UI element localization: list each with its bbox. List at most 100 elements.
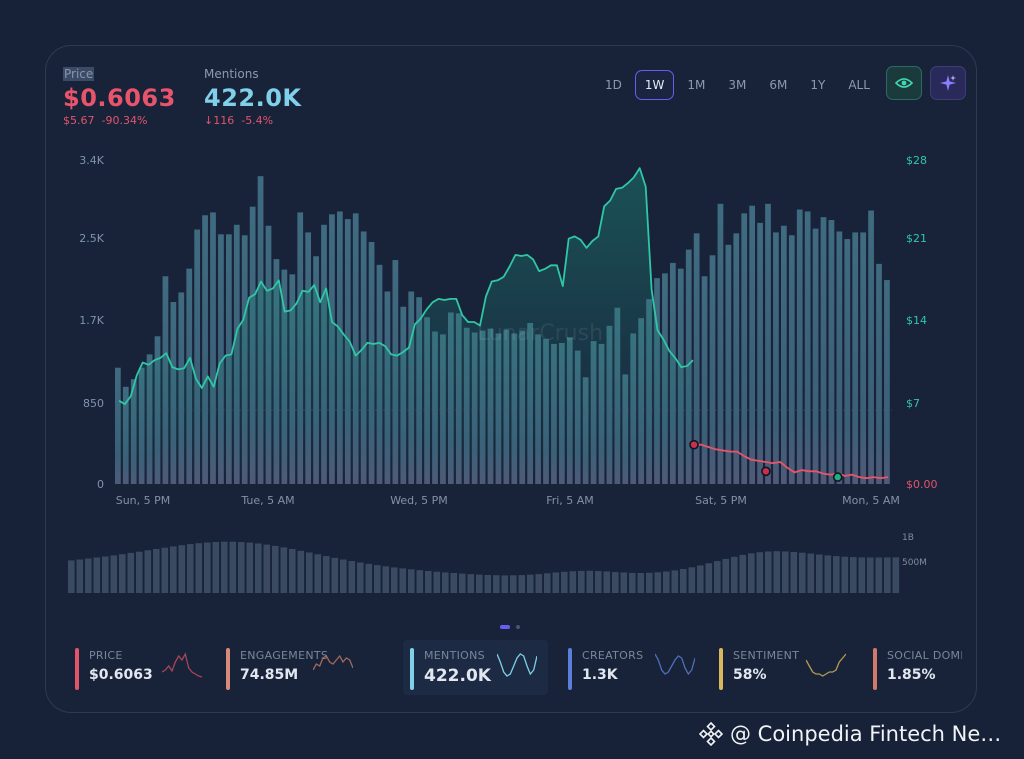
volume-bar — [297, 550, 305, 593]
volume-axis-tick: 500M — [902, 558, 927, 568]
range-1y-button[interactable]: 1Y — [810, 78, 826, 92]
metric-label: ENGAGEMENTS — [240, 649, 329, 662]
metric-cards: PRICE $0.6063 ENGAGEMENTS 74.85M MENTIONS 422… — [68, 640, 962, 695]
pagination-dots[interactable] — [500, 625, 526, 629]
volume-bar — [654, 572, 662, 593]
time-range-selector: 1D 1W 1M 3M 6M 1Y ALL — [595, 70, 883, 100]
x-axis-tick: Mon, 5 AM — [842, 494, 900, 507]
volume-bar — [433, 571, 441, 593]
volume-bar — [408, 569, 415, 593]
metric-sparkline — [313, 654, 353, 671]
volume-bar — [884, 557, 891, 593]
volume-bar — [765, 551, 772, 593]
volume-bar — [790, 552, 798, 593]
mention-bar — [796, 209, 803, 485]
volume-bar — [841, 556, 849, 593]
volume-bar — [399, 568, 407, 593]
volume-bar — [102, 556, 109, 593]
mention-bar — [115, 367, 121, 484]
volume-bar — [501, 575, 509, 593]
range-6m-button[interactable]: 6M — [769, 78, 788, 92]
metric-label: CREATORS — [582, 649, 644, 662]
event-marker-red[interactable] — [761, 466, 771, 477]
volume-bar — [731, 556, 738, 593]
volume-bar — [612, 572, 619, 593]
range-1m-button[interactable]: 1M — [687, 78, 706, 92]
price-line-red — [694, 443, 889, 480]
mention-bar — [804, 211, 811, 484]
volume-bar — [595, 571, 602, 593]
metric-color-bar — [410, 648, 414, 690]
volume-bar — [357, 562, 364, 593]
x-axis-tick: Sat, 5 PM — [695, 494, 747, 507]
metric-card-engagements[interactable]: ENGAGEMENTS 74.85M — [219, 640, 399, 695]
metric-card-price[interactable]: PRICE $0.6063 — [68, 640, 218, 695]
volume-bar — [544, 573, 551, 593]
metric-card-mentions[interactable]: MENTIONS 422.0K — [403, 640, 548, 695]
range-1d-button[interactable]: 1D — [605, 78, 622, 92]
watermark: LunarCrush — [477, 321, 603, 346]
volume-bar — [323, 556, 330, 593]
metric-label: PRICE — [89, 649, 123, 662]
mention-bar — [868, 210, 874, 484]
volume-bar — [314, 554, 322, 593]
volume-bar — [620, 572, 628, 593]
price-value: $0.6063 — [63, 84, 176, 112]
volume-bar — [629, 572, 636, 593]
metric-card-sentiment[interactable]: SENTIMENT 58% — [712, 640, 862, 695]
volume-axis-tick: 1B — [902, 533, 914, 543]
metric-value: $0.6063 — [89, 667, 153, 683]
volume-bar — [348, 561, 356, 593]
metric-label: MENTIONS — [424, 649, 485, 662]
volume-bar — [637, 573, 645, 593]
volume-bar — [773, 551, 781, 593]
x-axis-tick: Tue, 5 AM — [240, 494, 294, 507]
metric-card-creators[interactable]: CREATORS 1.3K — [561, 640, 711, 695]
event-marker-red[interactable] — [689, 439, 699, 450]
metric-value: 74.85M — [240, 667, 299, 683]
volume-bar — [416, 570, 424, 593]
range-all-button[interactable]: ALL — [848, 78, 870, 92]
volume-bar — [680, 569, 687, 593]
volume-bar — [195, 543, 203, 593]
volume-bar — [306, 552, 313, 593]
volume-bar — [807, 553, 815, 593]
right-axis-tick: $21 — [906, 232, 927, 245]
volume-bar — [493, 575, 500, 593]
metric-color-bar — [873, 648, 877, 690]
metric-color-bar — [75, 648, 79, 690]
mentions-label: Mentions — [204, 67, 259, 81]
volume-bar — [467, 574, 475, 593]
line-area — [119, 168, 693, 484]
mention-bar — [828, 220, 835, 485]
volume-bar — [858, 557, 866, 593]
left-axis-tick: 850 — [83, 397, 104, 410]
metric-label: SENTIMENT — [733, 649, 800, 662]
range-3m-button[interactable]: 3M — [728, 78, 747, 92]
metric-card-social-dominance[interactable]: SOCIAL DOMINANCE 1.85% — [866, 640, 962, 695]
volume-bar — [272, 545, 279, 593]
x-axis-tick: Wed, 5 PM — [390, 494, 448, 507]
volume-bar — [382, 566, 390, 593]
event-marker-green[interactable] — [832, 472, 843, 482]
volume-bar — [391, 567, 398, 593]
volume-bar — [569, 571, 577, 593]
mention-bar — [218, 234, 224, 484]
volume-bar — [280, 547, 288, 593]
volume-bar — [867, 557, 874, 593]
eye-icon[interactable] — [886, 66, 922, 100]
volume-bar — [603, 571, 611, 593]
mention-bar — [733, 233, 740, 484]
volume-bar — [68, 560, 75, 593]
volume-bar — [289, 549, 296, 593]
mention-bar — [717, 203, 724, 484]
right-axis-tick: $14 — [906, 314, 927, 327]
mention-bar — [352, 213, 359, 485]
volume-bar — [110, 555, 118, 593]
volume-bar — [442, 572, 449, 593]
sparkle-icon[interactable] — [930, 66, 966, 100]
range-1w-button[interactable]: 1W — [634, 70, 675, 100]
mention-bar — [876, 263, 882, 484]
x-axis-tick: Sun, 5 PM — [116, 494, 171, 507]
